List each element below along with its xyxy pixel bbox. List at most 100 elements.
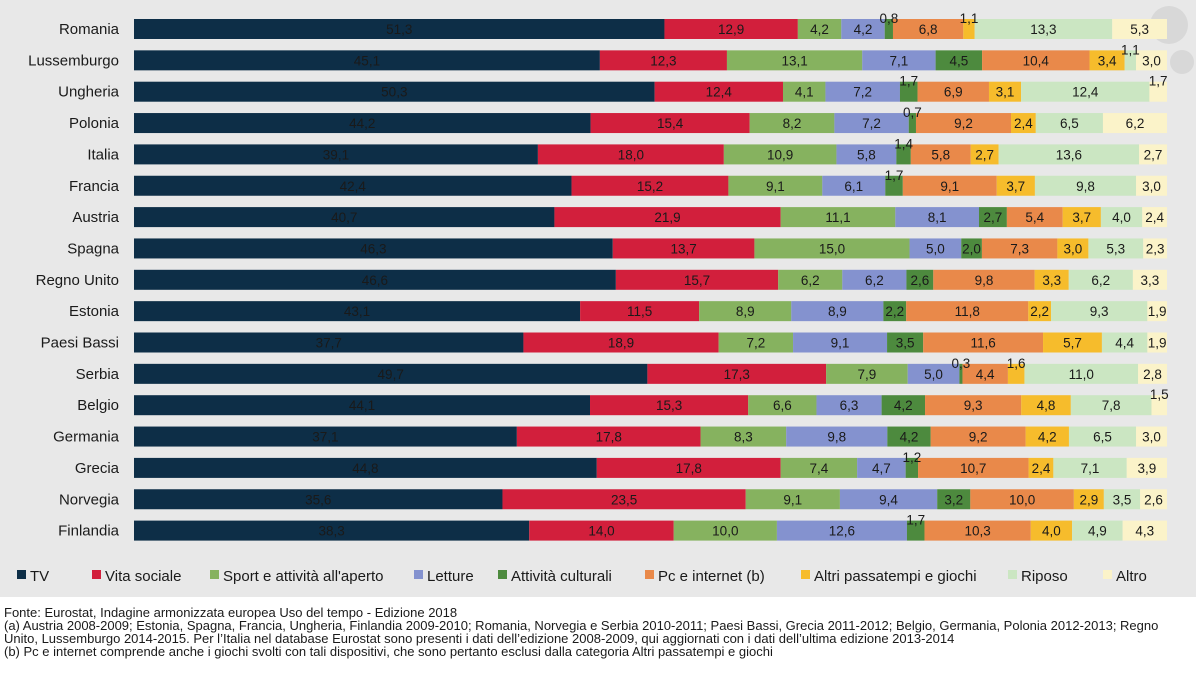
data-label: 4,1	[795, 85, 814, 100]
bar-segment-letture	[895, 207, 979, 228]
bar-segment-altro	[1140, 489, 1167, 510]
data-label: 50,3	[381, 85, 407, 100]
data-label: 7,8	[1102, 398, 1121, 413]
legend-label-sport-e-attivit-all-aperto: Sport e attività all'aperto	[223, 568, 383, 585]
bar-segment-tv	[134, 207, 555, 228]
data-label: 5,8	[857, 147, 876, 162]
bar-segment-attivit-culturali	[896, 144, 911, 165]
data-label: 6,2	[865, 273, 884, 288]
bar-segment-riposo	[1070, 395, 1152, 416]
data-label: 5,0	[924, 367, 943, 382]
data-label: 46,6	[362, 273, 388, 288]
data-label: 7,2	[746, 336, 765, 351]
bar-segment-riposo	[1088, 238, 1144, 259]
legend-label-vita-sociale: Vita sociale	[105, 568, 181, 585]
country-label-romania: Romania	[59, 21, 120, 38]
footnotes: Fonte: Eurostat, Indagine armonizzata eu…	[4, 606, 1192, 658]
legend-swatch-attivit-culturali	[498, 570, 507, 579]
country-label-belgio: Belgio	[77, 397, 119, 414]
bar-segment-letture	[793, 332, 888, 353]
bar-segment-altri-passatempi-e-giochi	[963, 19, 975, 39]
bar-segment-sport-e-attivit-all-aperto	[749, 113, 835, 134]
bar-segment-attivit-culturali	[959, 363, 963, 384]
bar-segment-riposo	[1100, 207, 1143, 228]
data-label: 18,9	[608, 336, 634, 351]
data-label: 4,2	[894, 398, 913, 413]
data-label: 12,4	[706, 85, 733, 100]
bar-segment-tv	[134, 363, 648, 384]
bar-segment-letture	[776, 520, 907, 541]
data-label: 38,3	[318, 524, 344, 539]
bar-segment-pc-e-internet-b	[915, 113, 1012, 134]
data-label: 5,8	[931, 147, 950, 162]
data-label: 46,3	[360, 241, 386, 256]
bar-segment-vita-sociale	[590, 113, 750, 134]
bar-segment-vita-sociale	[647, 363, 827, 384]
data-label: 11,8	[955, 304, 980, 319]
data-label: 2,3	[1146, 241, 1165, 256]
bar-segment-attivit-culturali	[905, 457, 919, 478]
bar-segment-vita-sociale	[529, 520, 674, 541]
data-label: 7,2	[862, 116, 881, 131]
data-label: 4,7	[872, 461, 891, 476]
data-label: 5,7	[1063, 336, 1082, 351]
bar-segment-vita-sociale	[596, 457, 781, 478]
bar-segment-vita-sociale	[599, 50, 727, 71]
bar-segment-pc-e-internet-b	[902, 175, 997, 196]
data-label: 17,3	[724, 367, 750, 382]
country-label-serbia: Serbia	[76, 366, 120, 383]
data-label: 7,1	[890, 53, 909, 68]
data-label: 15,2	[637, 179, 663, 194]
data-label: 3,3	[1042, 273, 1061, 288]
data-label: 6,8	[919, 22, 938, 37]
bar-segment-altri-passatempi-e-giochi	[988, 81, 1022, 102]
data-label: 3,9	[1137, 461, 1156, 476]
footnote-a: (a) Austria 2008-2009; Estonia, Spagna, …	[4, 618, 1159, 646]
data-label: 2,7	[1144, 147, 1163, 162]
data-label: 4,9	[1088, 524, 1107, 539]
data-label: 2,6	[1144, 492, 1163, 507]
bar-segment-tv	[134, 489, 503, 510]
bar-segment-riposo	[998, 144, 1140, 165]
bar-segment-sport-e-attivit-all-aperto	[780, 457, 858, 478]
data-label: 6,3	[840, 398, 859, 413]
bar-segment-vita-sociale	[523, 332, 719, 353]
bar-segment-letture	[786, 426, 888, 447]
data-label: 15,4	[657, 116, 684, 131]
legend-label-altro: Altro	[1116, 568, 1147, 585]
bar-segment-letture	[862, 50, 936, 71]
data-label: 3,0	[1064, 241, 1083, 256]
bar-segment-attivit-culturali	[899, 81, 918, 102]
bar-segment-tv	[134, 19, 665, 39]
data-label: 7,3	[1010, 241, 1029, 256]
bar-segment-sport-e-attivit-all-aperto	[700, 426, 787, 447]
data-label: 2,2	[1030, 304, 1049, 319]
country-label-francia: Francia	[69, 178, 120, 195]
data-label: 1,7	[1149, 74, 1168, 89]
bar-segment-vita-sociale	[615, 269, 779, 290]
data-label: 2,6	[910, 273, 929, 288]
bar-segment-tv	[134, 144, 538, 165]
bar-segment-sport-e-attivit-all-aperto	[745, 489, 840, 510]
data-label: 9,1	[766, 179, 785, 194]
bar-segment-altro	[1102, 113, 1167, 134]
data-label: 35,6	[305, 492, 331, 507]
data-label: 4,8	[1037, 398, 1056, 413]
bar-segment-altro	[1151, 395, 1167, 416]
footnote-b: (b) Pc e internet comprende anche i gioc…	[4, 644, 773, 659]
data-label: 8,2	[783, 116, 802, 131]
bar-segment-vita-sociale	[516, 426, 701, 447]
bar-segment-tv	[134, 520, 530, 541]
data-label: 1,1	[1121, 42, 1140, 57]
bar-segment-riposo	[1053, 457, 1127, 478]
data-label: 12,9	[718, 22, 744, 37]
bar-segment-altri-passatempi-e-giochi	[1028, 301, 1052, 322]
bar-segment-attivit-culturali	[887, 332, 924, 353]
bar-segment-attivit-culturali	[935, 50, 983, 71]
data-label: 12,6	[829, 524, 855, 539]
bar-segment-altri-passatempi-e-giochi	[1030, 520, 1073, 541]
data-label: 9,1	[783, 492, 802, 507]
bar-segment-sport-e-attivit-all-aperto	[699, 301, 792, 322]
data-label: 3,5	[1113, 492, 1132, 507]
data-label: 9,8	[975, 273, 994, 288]
